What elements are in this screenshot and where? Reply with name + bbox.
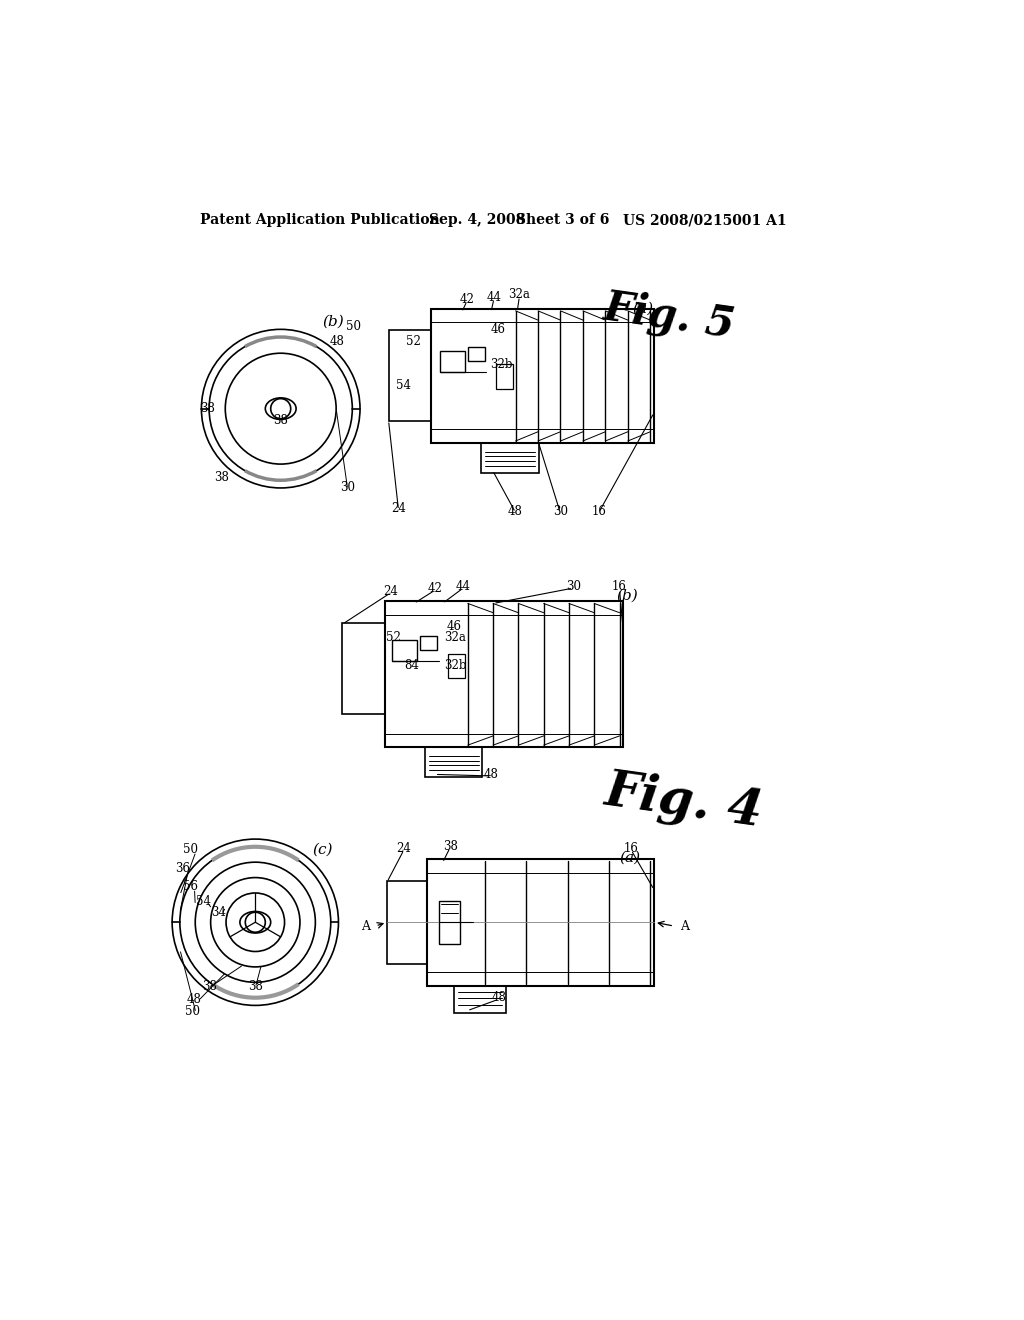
Text: 36: 36 <box>175 862 189 875</box>
Bar <box>385 601 624 747</box>
Text: (a): (a) <box>618 850 640 865</box>
Text: Fig. 5: Fig. 5 <box>601 286 738 347</box>
Text: 48: 48 <box>492 991 506 1005</box>
Text: 38: 38 <box>442 840 458 853</box>
Bar <box>431 309 654 444</box>
Text: Sep. 4, 2008: Sep. 4, 2008 <box>429 213 525 227</box>
Text: 38: 38 <box>214 471 228 484</box>
Bar <box>454 986 506 1014</box>
Bar <box>427 859 654 986</box>
Text: 24: 24 <box>391 502 406 515</box>
Text: 16: 16 <box>591 504 606 517</box>
Text: 44: 44 <box>486 290 502 304</box>
Bar <box>438 902 460 944</box>
Text: A: A <box>360 920 370 933</box>
Bar <box>420 636 437 649</box>
Text: 32b: 32b <box>444 659 467 672</box>
Text: 46: 46 <box>492 323 506 335</box>
Text: Patent Application Publication: Patent Application Publication <box>200 213 439 227</box>
Text: 48: 48 <box>186 993 201 1006</box>
Text: 30: 30 <box>340 482 355 495</box>
Bar <box>440 351 465 372</box>
Bar <box>387 880 427 964</box>
Bar <box>468 347 484 360</box>
Bar <box>392 640 417 661</box>
Text: 38: 38 <box>248 979 263 993</box>
Text: 50: 50 <box>184 1005 200 1018</box>
Text: 46: 46 <box>446 620 462 634</box>
Text: 38: 38 <box>200 403 215 416</box>
Bar <box>497 364 513 388</box>
Text: (b): (b) <box>616 589 638 603</box>
Text: 42: 42 <box>427 582 442 595</box>
Text: (c): (c) <box>312 843 333 857</box>
Bar <box>447 653 465 678</box>
Text: 48: 48 <box>330 335 344 348</box>
Text: 52: 52 <box>386 631 401 644</box>
Text: 32b: 32b <box>490 358 513 371</box>
Text: 32a: 32a <box>444 631 467 644</box>
Text: 52: 52 <box>407 335 421 348</box>
Text: 32a: 32a <box>509 288 530 301</box>
Text: (a): (a) <box>632 301 653 315</box>
Text: 24: 24 <box>396 842 412 855</box>
Text: 54: 54 <box>396 379 412 392</box>
Text: 34: 34 <box>212 907 226 920</box>
Text: 42: 42 <box>460 293 474 306</box>
Text: 38: 38 <box>202 979 216 993</box>
Text: 38: 38 <box>273 413 288 426</box>
Text: (b): (b) <box>323 314 344 329</box>
Text: 16: 16 <box>612 579 627 593</box>
Text: 16: 16 <box>624 842 639 855</box>
Text: 30: 30 <box>566 579 581 593</box>
Text: 48: 48 <box>483 768 499 781</box>
Text: 50: 50 <box>346 319 361 333</box>
Text: 30: 30 <box>553 504 567 517</box>
Text: 50: 50 <box>183 843 198 857</box>
Bar <box>388 330 431 421</box>
Text: 48: 48 <box>508 504 523 517</box>
Text: US 2008/0215001 A1: US 2008/0215001 A1 <box>624 213 787 227</box>
Text: 24: 24 <box>383 585 398 598</box>
Text: A: A <box>681 920 689 933</box>
Text: Fig. 4: Fig. 4 <box>601 766 766 837</box>
Bar <box>342 623 385 714</box>
Text: 84: 84 <box>404 659 419 672</box>
Text: 54: 54 <box>197 895 211 908</box>
Text: Sheet 3 of 6: Sheet 3 of 6 <box>515 213 609 227</box>
Bar <box>425 747 482 776</box>
Text: 56: 56 <box>183 880 198 894</box>
Text: 44: 44 <box>456 579 471 593</box>
Bar <box>481 444 539 473</box>
